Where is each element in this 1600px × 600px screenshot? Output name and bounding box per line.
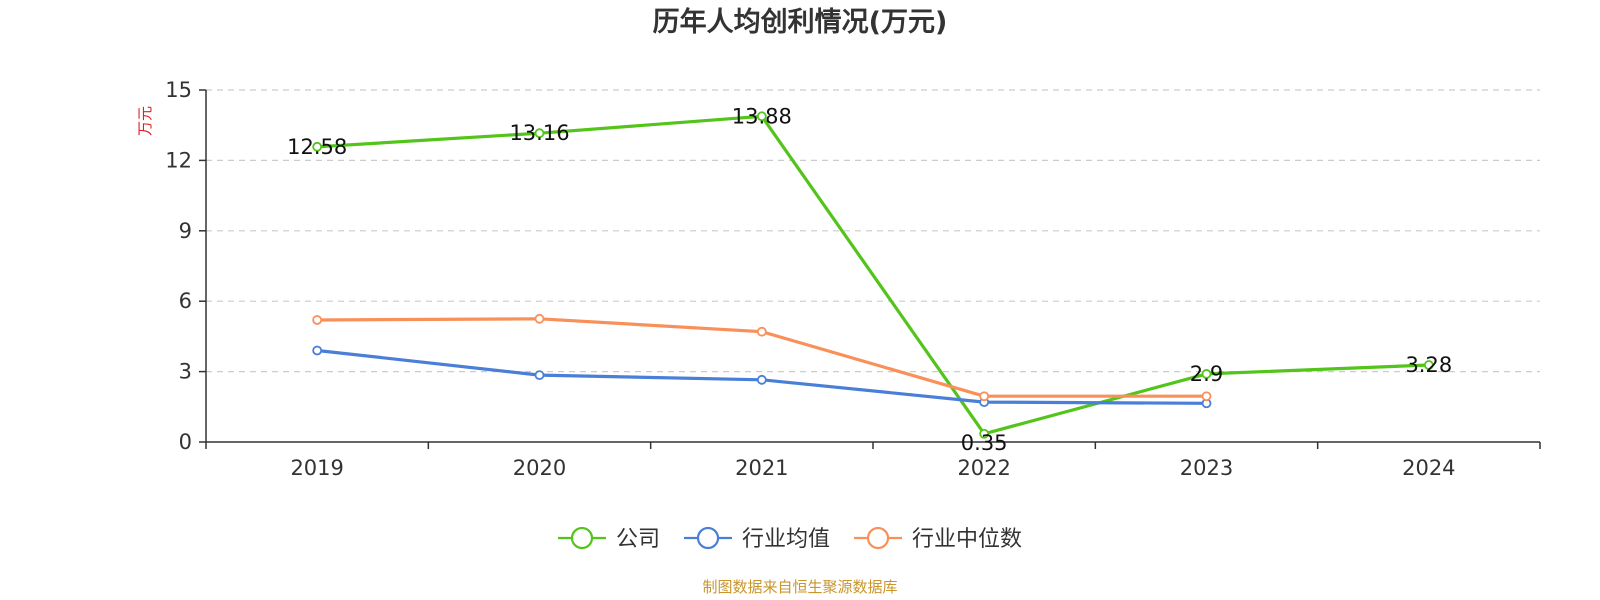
data-point xyxy=(1201,369,1212,379)
legend-label: 行业均值 xyxy=(742,527,830,552)
data-point xyxy=(312,141,323,152)
data-point xyxy=(756,111,767,122)
x-tick-label: 2019 xyxy=(290,456,343,480)
source-note: 制图数据来自恒生聚源数据库 xyxy=(702,578,898,596)
data-point xyxy=(534,128,545,139)
data-label: 12.58 xyxy=(287,135,347,159)
data-point xyxy=(979,391,990,402)
legend-label: 公司 xyxy=(616,527,660,552)
legend-circle-icon xyxy=(696,526,720,550)
data-label: 3.28 xyxy=(1405,353,1452,377)
x-tick-label: 2023 xyxy=(1180,456,1233,480)
y-tick-label: 12 xyxy=(165,148,192,172)
x-tick-label: 2021 xyxy=(735,456,788,480)
y-tick-label: 3 xyxy=(179,360,192,384)
data-point xyxy=(1423,360,1434,370)
data-label: 13.88 xyxy=(732,104,792,128)
data-label: 13.16 xyxy=(509,121,569,145)
y-tick-label: 15 xyxy=(165,78,192,102)
series-line-0 xyxy=(317,114,1429,436)
legend-item-0[interactable]: 公司 xyxy=(558,526,660,552)
axes: 0 3 6 9 12 15 2019 2020 2021 2022 2023 2024 xyxy=(165,78,1541,480)
y-tick-label: 9 xyxy=(179,219,192,243)
y-tick-label: 0 xyxy=(179,430,192,454)
legend-item-1[interactable]: 行业均值 xyxy=(684,526,830,552)
x-tick-label: 2020 xyxy=(513,456,566,480)
chart-title: 历年人均创利情况(万元) xyxy=(652,7,948,38)
data-point xyxy=(756,374,767,385)
data-point xyxy=(534,370,545,381)
legend-circle-icon xyxy=(866,526,890,550)
data-labels: 12.58 13.16 13.88 0.35 2.9 3.28 xyxy=(287,104,1452,455)
legend-label: 行业中位数 xyxy=(912,527,1022,552)
grid-lines xyxy=(206,89,1540,373)
y-tick-label: 6 xyxy=(179,289,192,313)
legend: 公司 行业均值 行业中位数 xyxy=(558,526,1022,552)
legend-item-2[interactable]: 行业中位数 xyxy=(854,526,1022,552)
data-label: 0.35 xyxy=(961,431,1008,455)
data-point xyxy=(756,326,767,337)
x-tick-label: 2022 xyxy=(957,456,1010,480)
data-point xyxy=(979,428,990,439)
data-label: 2.9 xyxy=(1190,362,1223,386)
data-point xyxy=(312,345,323,356)
series-lines xyxy=(312,111,1434,439)
data-point xyxy=(312,315,323,325)
y-axis-unit-label: 万元 xyxy=(136,106,154,136)
data-point xyxy=(534,313,545,324)
data-point xyxy=(1201,391,1212,402)
x-tick-label: 2024 xyxy=(1402,456,1455,480)
legend-circle-icon xyxy=(570,526,594,550)
